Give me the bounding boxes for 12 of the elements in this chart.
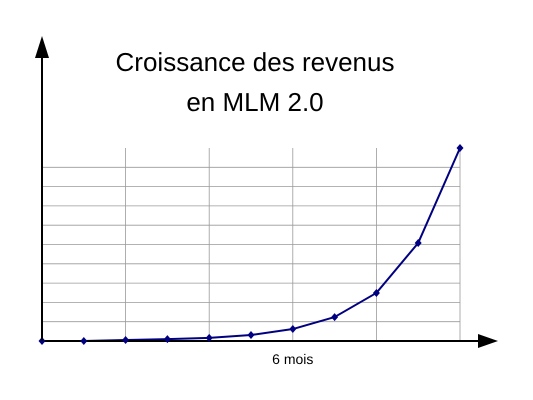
point	[372, 288, 380, 297]
chart-title: Croissance des revenus en MLM 2.0	[114, 46, 396, 119]
point	[122, 336, 130, 344]
point	[164, 335, 171, 344]
point	[289, 325, 296, 334]
point	[248, 331, 254, 340]
text: 6 mois	[271, 351, 314, 367]
point	[456, 144, 464, 152]
point	[331, 313, 338, 322]
point	[414, 238, 422, 247]
point	[80, 337, 88, 345]
point	[206, 334, 213, 342]
